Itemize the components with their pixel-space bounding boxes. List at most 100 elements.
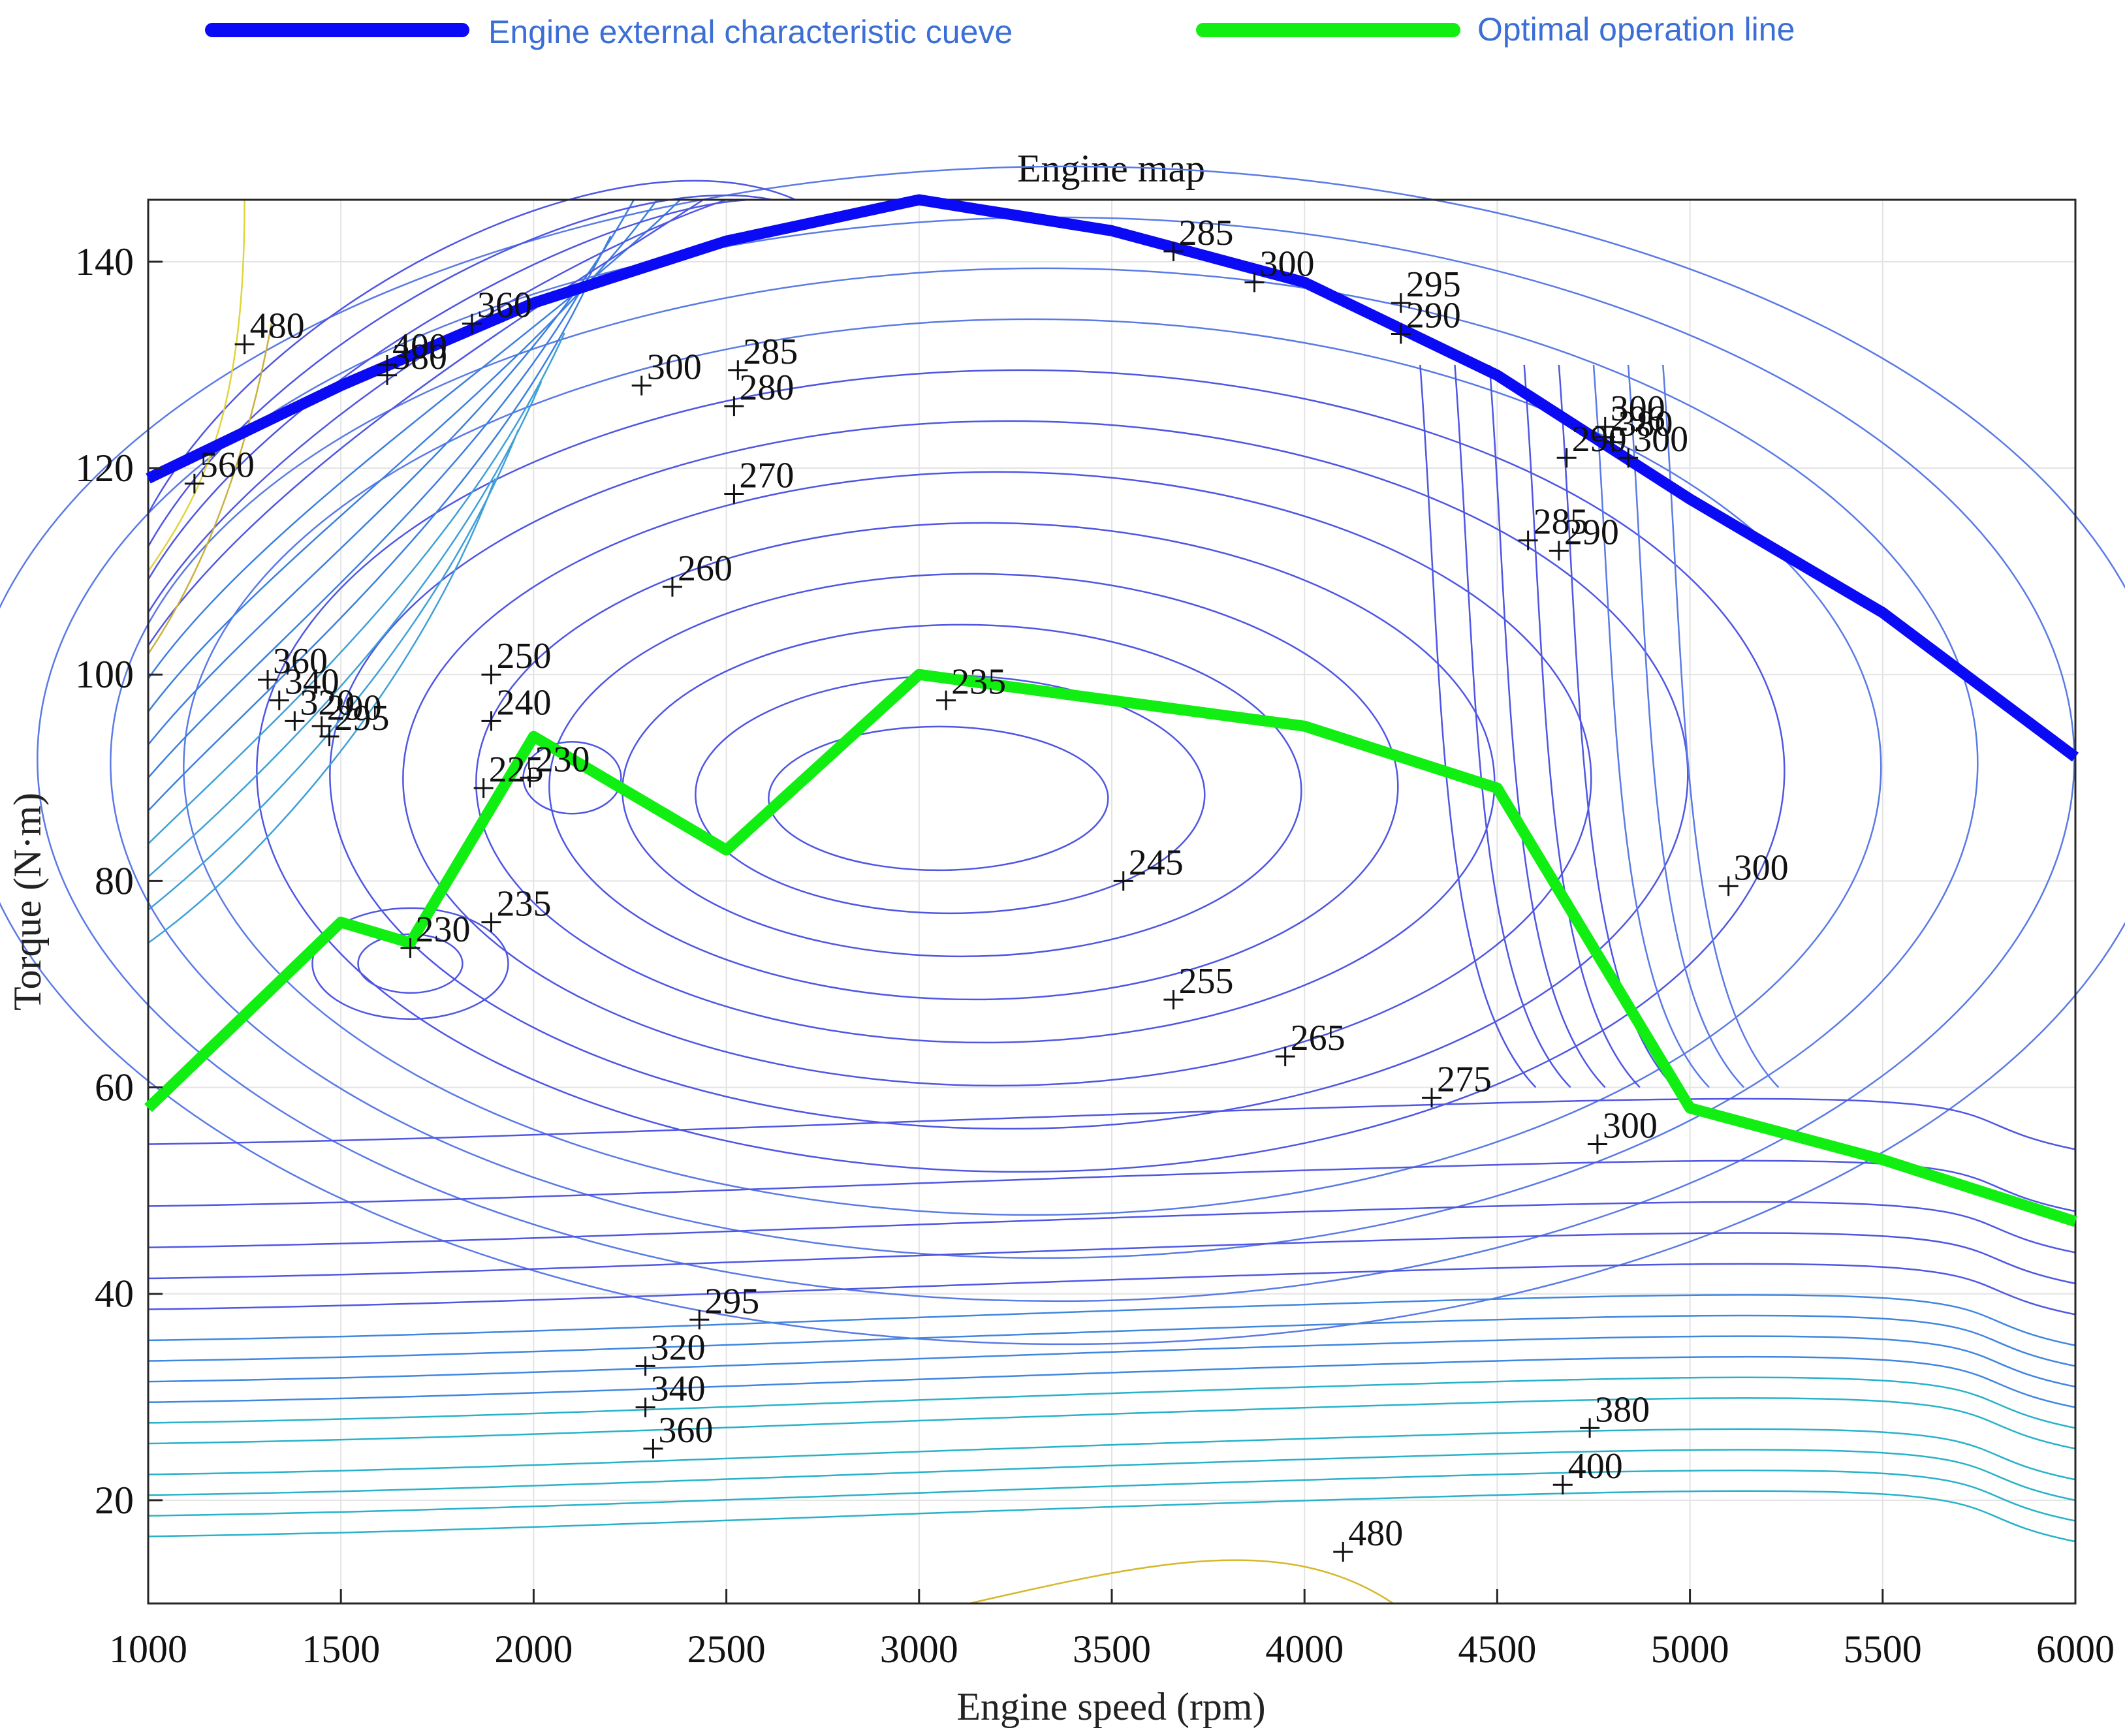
- contour-line-low-14: [148, 1490, 2076, 1543]
- x-tick-label-1: 1500: [302, 1628, 380, 1671]
- contour-label-12: 295: [1391, 264, 1461, 313]
- contour-line-fan-11: [147, 198, 750, 580]
- contour-label-5: 300: [631, 347, 702, 396]
- contour-label-text-20: 290: [1564, 513, 1619, 553]
- y-axis-ticks: 20 40 60 80 100 120 140: [75, 240, 163, 1522]
- series-line-0: [146, 194, 2079, 762]
- contour-label-text-2: 400: [392, 326, 447, 367]
- contour-label-text-33: 245: [1129, 842, 1184, 883]
- contour-label-36: 275: [1422, 1059, 1492, 1108]
- contour-line-fan-13: [147, 180, 796, 514]
- contour-line-right-6: [1627, 364, 1745, 1088]
- y-tick-label-2: 60: [95, 1066, 134, 1109]
- contour-label-text-25: 295: [334, 698, 389, 738]
- series-line-1: [144, 669, 2077, 1227]
- x-tick-label-5: 3500: [1073, 1628, 1151, 1671]
- contour-line-fan-9: [147, 198, 704, 646]
- contour-line-low-10: [148, 1397, 2076, 1450]
- contour-label-text-22: 340: [285, 662, 339, 702]
- contour-ring-9: [110, 267, 1979, 1259]
- x-axis-ticks: 1000 1500 2000 2500 3000 3500 4000 4500 5000 5500…: [109, 1589, 2115, 1671]
- contour-label-text-8: 270: [739, 456, 794, 496]
- contour-label-33: 245: [1113, 842, 1184, 891]
- contour-label-10: 285: [1163, 213, 1233, 262]
- x-tick-label-3: 2500: [687, 1628, 766, 1671]
- contour-line-480-bottom: [969, 1559, 1394, 1605]
- contour-line-right-7: [1662, 364, 1780, 1088]
- contour-label-text-31: 230: [415, 909, 470, 950]
- x-tick-label-0: 1000: [109, 1628, 187, 1671]
- contour-label-text-27: 240: [496, 682, 551, 723]
- x-tick-label-4: 3000: [880, 1628, 958, 1671]
- contour-label-39: 295: [689, 1281, 759, 1330]
- contour-label-13: 290: [1391, 296, 1461, 344]
- contour-label-22: 340: [269, 662, 339, 710]
- contour-label-9: 260: [662, 548, 732, 597]
- legend-label-optimal-line: Optimal operation line: [1477, 11, 1795, 48]
- contour-label-text-34: 255: [1178, 961, 1233, 1002]
- x-tick-label-6: 4000: [1265, 1628, 1344, 1671]
- chart-title: Engine map: [1017, 147, 1205, 190]
- contour-label-text-41: 340: [651, 1369, 706, 1410]
- y-tick-label-3: 80: [95, 859, 134, 902]
- contour-label-text-43: 380: [1595, 1389, 1650, 1430]
- contour-label-text-30: 235: [951, 662, 1006, 702]
- contour-label-text-0: 480: [250, 306, 305, 346]
- x-tick-label-7: 4500: [1458, 1628, 1536, 1671]
- contour-label-text-40: 320: [651, 1327, 706, 1368]
- y-tick-label-0: 20: [95, 1479, 134, 1522]
- contour-label-25: 295: [319, 698, 389, 747]
- contour-label-45: 480: [1333, 1513, 1403, 1562]
- contour-label-24: 290: [311, 687, 382, 736]
- contour-line-right-1: [1454, 364, 1571, 1088]
- contour-label-text-29: 230: [535, 739, 590, 780]
- contour-label-text-15: 296: [1611, 399, 1665, 439]
- contour-label-text-16: 380: [1618, 404, 1673, 445]
- contour-label-34: 255: [1163, 961, 1233, 1010]
- contour-label-27: 240: [481, 682, 551, 731]
- contour-label-text-14: 300: [1611, 388, 1665, 429]
- contour-line-low-6: [148, 1314, 2076, 1367]
- contour-label-21: 360: [258, 641, 328, 690]
- contour-label-38: 300: [1718, 847, 1789, 896]
- contour-line-right-2: [1488, 364, 1606, 1088]
- contour-ring-0: [768, 725, 1109, 872]
- contour-label-text-9: 260: [678, 548, 732, 589]
- contour-line-right-0: [1419, 364, 1537, 1088]
- contour-label-26: 250: [481, 636, 551, 685]
- contour-label-text-44: 400: [1568, 1446, 1623, 1487]
- contour-label-text-1: 560: [200, 445, 255, 486]
- contour-label-11: 300: [1244, 244, 1314, 292]
- contour-label-text-38: 300: [1734, 847, 1789, 888]
- contour-label-2: 400: [377, 326, 447, 375]
- contour-label-14: 300: [1595, 388, 1665, 437]
- legend-label-external-curve: Engine external characteristic cueve: [488, 14, 1013, 50]
- contour-label-text-10: 285: [1178, 213, 1233, 253]
- contour-line-low-4: [148, 1263, 2076, 1316]
- contour-label-29: 230: [520, 739, 590, 788]
- contour-ring-101: [311, 907, 509, 1020]
- contour-line-fan-2: [148, 381, 543, 877]
- contour-ring-8: [183, 318, 1882, 1216]
- x-tick-label-10: 6000: [2036, 1628, 2115, 1671]
- contour-label-text-12: 295: [1406, 264, 1461, 305]
- contour-line-low-8: [148, 1355, 2076, 1408]
- contour-label-text-28: 225: [489, 750, 544, 790]
- contour-label-28: 225: [473, 750, 544, 798]
- x-tick-label-2: 2000: [494, 1628, 573, 1671]
- contour-label-text-11: 300: [1259, 244, 1314, 284]
- contour-label-40: 320: [635, 1327, 706, 1376]
- contour-line-fan-0: [148, 478, 496, 944]
- contour-line-fan-3: [148, 332, 565, 845]
- contour-label-31: 230: [400, 909, 470, 958]
- contour-label-7: 280: [724, 368, 794, 417]
- y-axis-label: Torque (N·m): [6, 793, 49, 1011]
- contour-ring-5: [402, 471, 1592, 1087]
- contour-label-text-13: 290: [1406, 296, 1461, 336]
- x-tick-label-8: 5000: [1651, 1628, 1729, 1671]
- contour-label-text-23: 320: [300, 682, 354, 723]
- contour-label-text-37: 300: [1603, 1106, 1658, 1146]
- contour-line-low-12: [148, 1449, 2076, 1502]
- contour-label-text-18: 290: [1572, 419, 1627, 460]
- contour-line-fan-4: [148, 284, 589, 812]
